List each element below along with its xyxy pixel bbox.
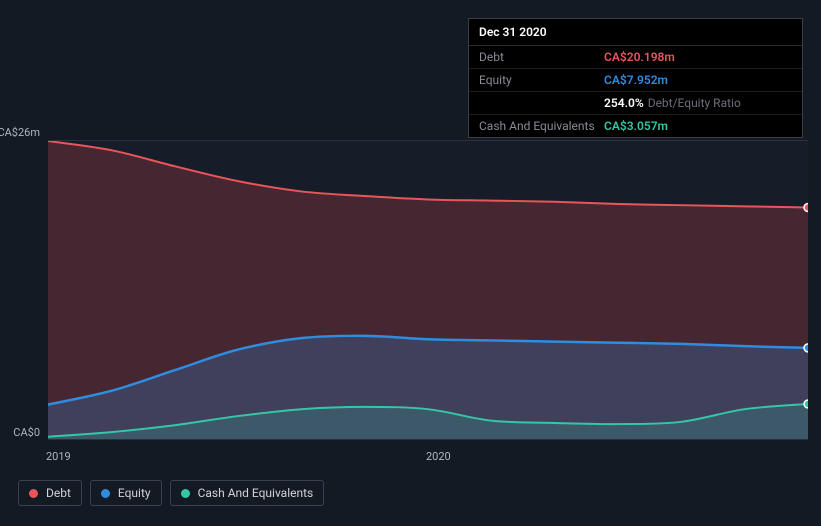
tooltip-row-label: Equity [479,73,604,87]
tooltip-row: EquityCA$7.952m [469,69,802,92]
chart-area: CA$26mCA$0 20192020 [18,120,808,470]
tooltip-row-value: CA$20.198m [604,50,675,64]
series-end-marker [804,400,808,408]
tooltip-date: Dec 31 2020 [469,19,802,46]
y-axis-label: CA$26m [0,126,40,139]
tooltip-row-label: Debt [479,50,604,64]
area-chart [48,140,808,440]
legend-label: Debt [46,486,71,500]
series-end-marker [804,344,808,352]
x-axis-label: 2019 [46,450,71,463]
tooltip-row: DebtCA$20.198m [469,46,802,69]
tooltip-row-label [479,96,604,110]
legend-item[interactable]: Equity [90,480,162,506]
legend-label: Equity [118,486,151,500]
legend-dot-icon [29,489,38,498]
legend-item[interactable]: Debt [18,480,82,506]
chart-tooltip: Dec 31 2020 DebtCA$20.198mEquityCA$7.952… [468,18,803,138]
tooltip-row-label: Cash And Equivalents [479,119,604,133]
tooltip-row: 254.0%Debt/Equity Ratio [469,92,802,115]
chart-legend: Debt Equity Cash And Equivalents [18,480,324,506]
legend-dot-icon [101,489,110,498]
tooltip-row-value: 254.0%Debt/Equity Ratio [604,96,741,110]
tooltip-row: Cash And EquivalentsCA$3.057m [469,115,802,137]
tooltip-row-suffix: Debt/Equity Ratio [648,96,741,110]
legend-item[interactable]: Cash And Equivalents [170,480,325,506]
series-end-marker [804,204,808,212]
legend-dot-icon [181,489,190,498]
tooltip-row-value: CA$3.057m [604,119,668,133]
y-axis-label: CA$0 [0,426,40,439]
tooltip-row-value: CA$7.952m [604,73,668,87]
legend-label: Cash And Equivalents [198,486,314,500]
x-axis-label: 2020 [426,450,451,463]
